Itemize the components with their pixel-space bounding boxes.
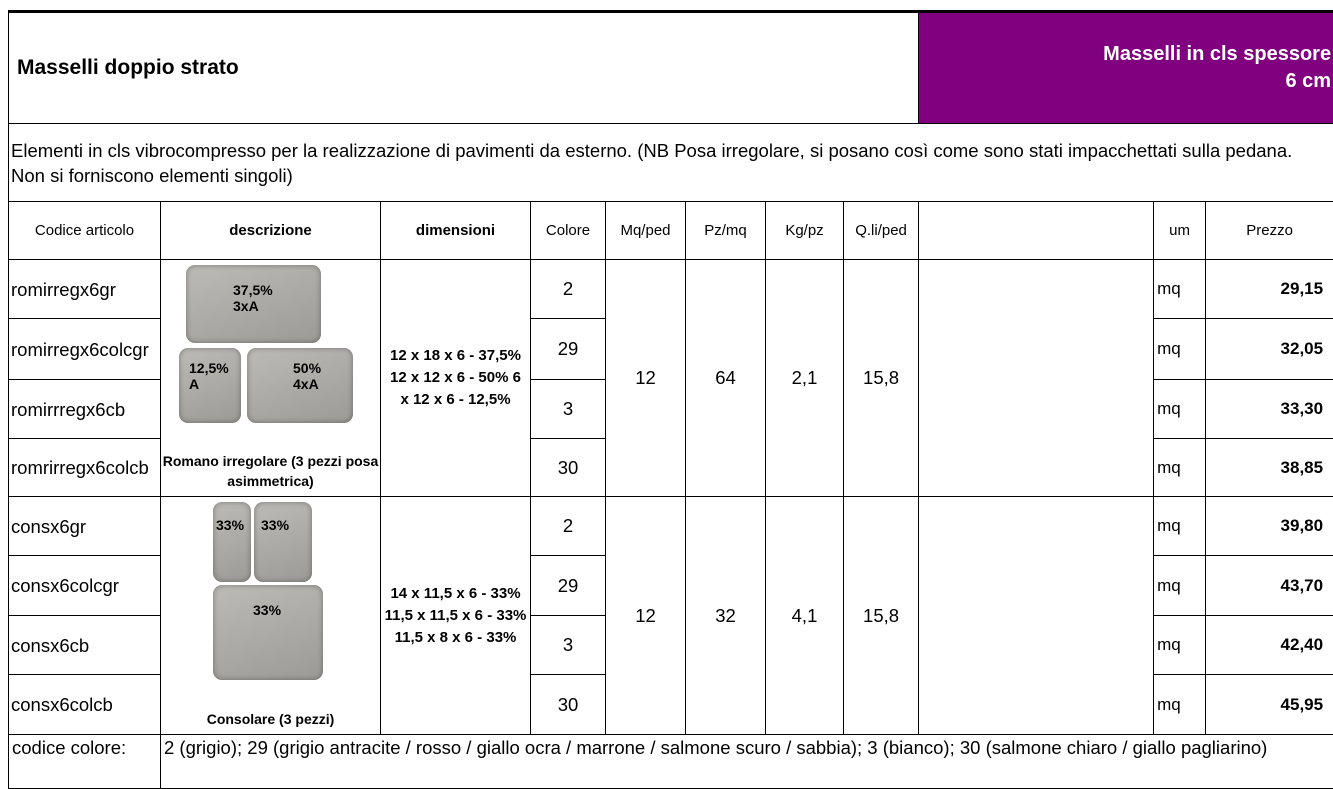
paver-label: 50%4xA xyxy=(293,360,321,392)
table-row: codice colore:2 (grigio); 29 (grigio ant… xyxy=(9,735,1333,789)
item-code: consx6cb xyxy=(9,616,161,675)
unit: mq xyxy=(1154,556,1206,616)
paver-label-line: 50% xyxy=(293,360,321,376)
price: 43,70 xyxy=(1206,556,1333,616)
column-header: Colore xyxy=(531,202,606,260)
paver-label: 12,5%A xyxy=(189,360,229,392)
qli-ped: 15,8 xyxy=(844,260,919,497)
paver xyxy=(213,502,251,582)
qli-ped: 15,8 xyxy=(844,497,919,735)
paver-label-line: 4xA xyxy=(293,376,321,392)
item-code: romirregx6gr xyxy=(9,260,161,319)
column-header: Mq/ped xyxy=(606,202,686,260)
color-code: 2 xyxy=(531,260,606,319)
table-row: Elementi in cls vibrocompresso per la re… xyxy=(9,124,1333,202)
price: 45,95 xyxy=(1206,675,1333,735)
color-code: 30 xyxy=(531,439,606,497)
badge-line: 6 cm xyxy=(922,68,1331,95)
column-header: um xyxy=(1154,202,1206,260)
description: Elementi in cls vibrocompresso per la re… xyxy=(9,124,1333,202)
paver-label: 33% xyxy=(253,602,281,618)
product-image: 37,5%3xA 12,5%A 50%4xA Romano irregolare (3… xyxy=(161,260,381,497)
paver-label-line: 3xA xyxy=(233,298,273,314)
product-image: 33% 33% 33% Consolare (3 pezzi) xyxy=(161,497,381,735)
paver-label-line: 37,5% xyxy=(233,282,273,298)
paver-label-line: 12,5% xyxy=(189,360,229,376)
color-code: 3 xyxy=(531,380,606,439)
paver-label: 33% xyxy=(261,517,289,533)
item-code: romirrregx6cb xyxy=(9,380,161,439)
paver-label-line: A xyxy=(189,376,229,392)
kg-pz: 2,1 xyxy=(766,260,844,497)
paver xyxy=(254,502,312,582)
item-code: romirregx6colcgr xyxy=(9,319,161,380)
paver-label: 33% xyxy=(216,517,244,533)
column-header: descrizione xyxy=(161,202,381,260)
paver-label-line: 33% xyxy=(216,517,244,533)
column-header: dimensioni xyxy=(381,202,531,260)
column-header: Pz/mq xyxy=(686,202,766,260)
color-code: 29 xyxy=(531,556,606,616)
price: 32,05 xyxy=(1206,319,1333,380)
unit: mq xyxy=(1154,260,1206,319)
paver-label-line: 33% xyxy=(261,517,289,533)
dimensions: 12 x 18 x 6 - 37,5% 12 x 12 x 6 - 50% 6 … xyxy=(381,260,531,497)
empty-cell xyxy=(919,497,1154,735)
column-header: Q.li/ped xyxy=(844,202,919,260)
price: 39,80 xyxy=(1206,497,1333,556)
dimensions: 14 x 11,5 x 6 - 33% 11,5 x 11,5 x 6 - 33… xyxy=(381,497,531,735)
badge-line: Masselli in cls spessore xyxy=(922,41,1331,68)
unit: mq xyxy=(1154,439,1206,497)
color-code: 30 xyxy=(531,675,606,735)
mq-ped: 12 xyxy=(606,497,686,735)
paver-label: 37,5%3xA xyxy=(233,282,273,314)
footer-label: codice colore: xyxy=(9,735,161,789)
color-code: 3 xyxy=(531,616,606,675)
color-code: 29 xyxy=(531,319,606,380)
footer-text: 2 (grigio); 29 (grigio antracite / rosso… xyxy=(161,735,1333,789)
caption: Consolare (3 pezzi) xyxy=(161,709,380,729)
mq-ped: 12 xyxy=(606,260,686,497)
kg-pz: 4,1 xyxy=(766,497,844,735)
price: 33,30 xyxy=(1206,380,1333,439)
column-header: Codice articolo xyxy=(9,202,161,260)
paver xyxy=(213,585,323,680)
unit: mq xyxy=(1154,675,1206,735)
item-code: consx6colcgr xyxy=(9,556,161,616)
column-header: Prezzo xyxy=(1206,202,1333,260)
title-cell: Masselli doppio strato xyxy=(9,12,919,124)
item-code: consx6gr xyxy=(9,497,161,556)
item-code: romrirregx6colcb xyxy=(9,439,161,497)
paver-label-line: 33% xyxy=(253,602,281,618)
unit: mq xyxy=(1154,497,1206,556)
image-box: 37,5%3xA 12,5%A 50%4xA Romano irregolare (3… xyxy=(161,260,380,495)
price: 29,15 xyxy=(1206,260,1333,319)
unit: mq xyxy=(1154,616,1206,675)
unit: mq xyxy=(1154,319,1206,380)
item-code: consx6colcb xyxy=(9,675,161,735)
empty-cell xyxy=(919,260,1154,497)
pz-mq: 32 xyxy=(686,497,766,735)
empty-header xyxy=(919,202,1154,260)
unit: mq xyxy=(1154,380,1206,439)
column-header: Kg/pz xyxy=(766,202,844,260)
caption: Romano irregolare (3 pezzi posa asimmetr… xyxy=(161,451,380,491)
pz-mq: 64 xyxy=(686,260,766,497)
image-box: 33% 33% 33% Consolare (3 pezzi) xyxy=(161,497,380,733)
color-code: 2 xyxy=(531,497,606,556)
price: 38,85 xyxy=(1206,439,1333,497)
price: 42,40 xyxy=(1206,616,1333,675)
